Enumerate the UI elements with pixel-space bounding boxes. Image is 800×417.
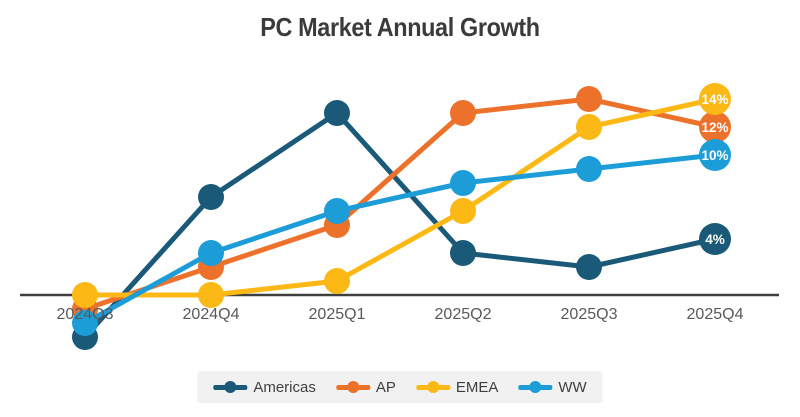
- data-point: [450, 198, 476, 224]
- data-point: [198, 282, 224, 308]
- series-line: [82, 152, 718, 326]
- data-point: [450, 100, 476, 126]
- data-point: [324, 100, 350, 126]
- data-point: [324, 268, 350, 294]
- series-ap: 12%: [72, 86, 731, 322]
- data-point: [450, 170, 476, 196]
- end-value-label: 14%: [701, 92, 728, 107]
- data-point: [324, 198, 350, 224]
- end-data-point: [699, 223, 731, 255]
- legend-label: Americas: [253, 378, 316, 396]
- data-point: [576, 254, 602, 280]
- legend-dot-icon: [224, 381, 237, 393]
- legend-label: AP: [375, 378, 396, 396]
- end-value-label: 10%: [701, 148, 728, 163]
- x-tick-label: 2025Q1: [309, 306, 366, 323]
- series-emea: 14%: [72, 83, 731, 308]
- legend-dot-icon: [346, 381, 359, 393]
- data-point: [72, 282, 98, 308]
- legend-item-emea: EMEA: [415, 378, 499, 396]
- legend-label: WW: [558, 378, 587, 396]
- legend-item-americas: Americas: [213, 379, 316, 396]
- legend-label: EMEA: [455, 378, 499, 396]
- legend: Americas AP EMEA WW: [197, 371, 603, 403]
- end-value-label: 4%: [705, 232, 725, 247]
- legend-marker-icon: [335, 381, 370, 393]
- x-tick-label: 2025Q3: [561, 306, 618, 323]
- series-americas: 4%: [72, 100, 731, 350]
- end-data-point: [699, 139, 731, 171]
- legend-dot-icon: [529, 381, 542, 393]
- data-point: [72, 310, 98, 336]
- series-line: [82, 96, 718, 312]
- data-point: [576, 156, 602, 182]
- series-line: [82, 110, 718, 340]
- legend-item-ww: WW: [518, 378, 587, 396]
- x-tick-label: 2025Q4: [687, 306, 744, 323]
- end-value-label: 12%: [701, 120, 728, 135]
- series-ww: 10%: [72, 139, 731, 336]
- legend-item-ap: AP: [335, 378, 396, 396]
- legend-marker-icon: [415, 381, 450, 393]
- x-tick-label: 2024Q3: [57, 306, 114, 323]
- x-tick-label: 2025Q2: [435, 306, 492, 323]
- chart-title: PC Market Annual Growth: [260, 12, 540, 42]
- x-tick-label: 2024Q4: [183, 306, 240, 323]
- legend-marker-icon: [518, 381, 553, 393]
- data-point: [576, 86, 602, 112]
- data-point: [576, 114, 602, 140]
- series-line: [82, 96, 718, 298]
- data-point: [198, 240, 224, 266]
- end-data-point: [699, 83, 731, 115]
- end-data-point: [699, 111, 731, 143]
- legend-marker-icon: [213, 381, 248, 393]
- data-point: [198, 184, 224, 210]
- data-point: [450, 240, 476, 266]
- legend-dot-icon: [426, 381, 439, 393]
